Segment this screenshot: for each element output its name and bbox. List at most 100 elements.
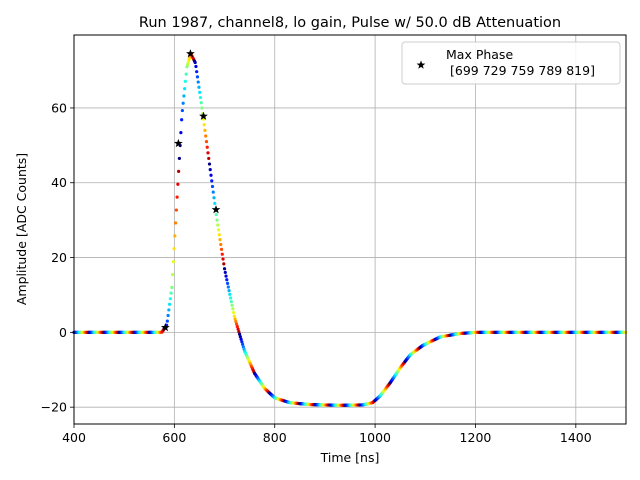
sample-point [216, 228, 221, 232]
sample-point [185, 65, 189, 69]
sample-point [212, 196, 216, 200]
sample-point [225, 278, 229, 282]
max-phase-star [160, 322, 170, 332]
sample-point [198, 90, 202, 94]
data-points [72, 52, 628, 407]
max-phase-markers [160, 49, 221, 332]
y-tick-label: −20 [41, 400, 67, 415]
y-axis-label: Amplitude [ADC Counts] [14, 153, 29, 305]
x-tick-label: 800 [263, 430, 287, 445]
sample-point [233, 317, 237, 321]
x-axis-label: Time [ns] [320, 450, 380, 465]
sample-point [236, 327, 240, 331]
sample-point [171, 272, 175, 277]
sample-point [183, 87, 187, 91]
sample-point [219, 247, 224, 251]
x-axis-ticks: 400 600 800 1000 1200 1400 [62, 424, 592, 445]
sample-point [220, 252, 224, 256]
sample-point [207, 156, 211, 161]
sample-point [241, 345, 245, 349]
sample-point [174, 221, 178, 225]
sample-point [166, 313, 170, 318]
sample-point [205, 145, 209, 149]
y-tick-label: 0 [59, 325, 67, 340]
sample-point [202, 123, 206, 127]
legend-star-icon [416, 60, 426, 69]
sample-point [213, 201, 217, 205]
x-tick-label: 1000 [359, 430, 391, 445]
max-phase-star [174, 138, 183, 148]
sample-point [240, 340, 244, 344]
sample-point [180, 118, 184, 122]
sample-point [211, 190, 215, 194]
sample-point [186, 62, 190, 66]
y-axis-ticks: −20 0 20 40 60 [41, 100, 74, 415]
sample-point [210, 179, 214, 183]
sample-point [228, 292, 232, 296]
sample-point [234, 320, 238, 324]
legend: Max Phase [699 729 759 789 819] [401, 41, 621, 85]
sample-point [209, 173, 213, 177]
sample-point [237, 330, 241, 334]
sample-point [210, 184, 215, 189]
sample-point [174, 208, 178, 212]
sample-point [227, 289, 231, 293]
sample-point [187, 57, 191, 62]
sample-point [231, 307, 235, 311]
x-tick-label: 400 [62, 430, 86, 445]
sample-point [215, 218, 219, 222]
sample-point [214, 212, 218, 217]
max-phase-star [199, 111, 208, 120]
sample-point [226, 285, 230, 289]
sample-point [208, 168, 212, 172]
sample-point [177, 169, 181, 173]
sample-point [184, 72, 188, 76]
sample-point [168, 302, 172, 306]
sample-point [203, 128, 207, 132]
max-phase-star [211, 205, 221, 214]
grid-lines [73, 35, 626, 424]
sample-point [186, 60, 191, 64]
sample-point [221, 257, 225, 261]
sample-point [182, 94, 186, 98]
sample-point [197, 85, 201, 89]
sample-point [195, 75, 200, 79]
sample-point [196, 80, 200, 84]
sample-point [199, 101, 203, 105]
sample-point [231, 310, 236, 315]
sample-point [183, 79, 187, 83]
sample-point [193, 60, 197, 65]
sample-point [179, 131, 183, 135]
sample-point [219, 242, 223, 247]
chart-title: Run 1987, channel8, lo gain, Pulse w/ 50… [139, 15, 561, 31]
sample-point [169, 291, 173, 295]
sample-point [172, 247, 176, 251]
sample-point [241, 342, 245, 346]
sample-point [230, 303, 234, 307]
sample-point [180, 108, 184, 113]
legend-sublabel: [699 729 759 789 819] [450, 63, 595, 78]
sample-point [224, 274, 228, 278]
legend-box [401, 41, 621, 85]
sample-point [176, 182, 180, 186]
sample-point [222, 267, 227, 271]
sample-point [194, 64, 198, 69]
sample-point [238, 332, 242, 336]
sample-point [235, 325, 239, 329]
y-tick-label: 60 [51, 100, 67, 115]
sample-point [238, 335, 242, 339]
sample-point [181, 101, 185, 105]
sample-point [239, 337, 243, 341]
x-tick-label: 600 [162, 430, 186, 445]
sample-point [170, 285, 174, 290]
sample-point [168, 297, 172, 301]
sample-point [225, 281, 230, 285]
sample-point [207, 162, 212, 166]
y-tick-label: 20 [51, 250, 67, 265]
sample-point [204, 134, 208, 138]
x-tick-label: 1400 [560, 430, 592, 445]
y-tick-label: 40 [51, 175, 67, 190]
sample-point [177, 156, 181, 161]
sample-point [228, 296, 233, 300]
